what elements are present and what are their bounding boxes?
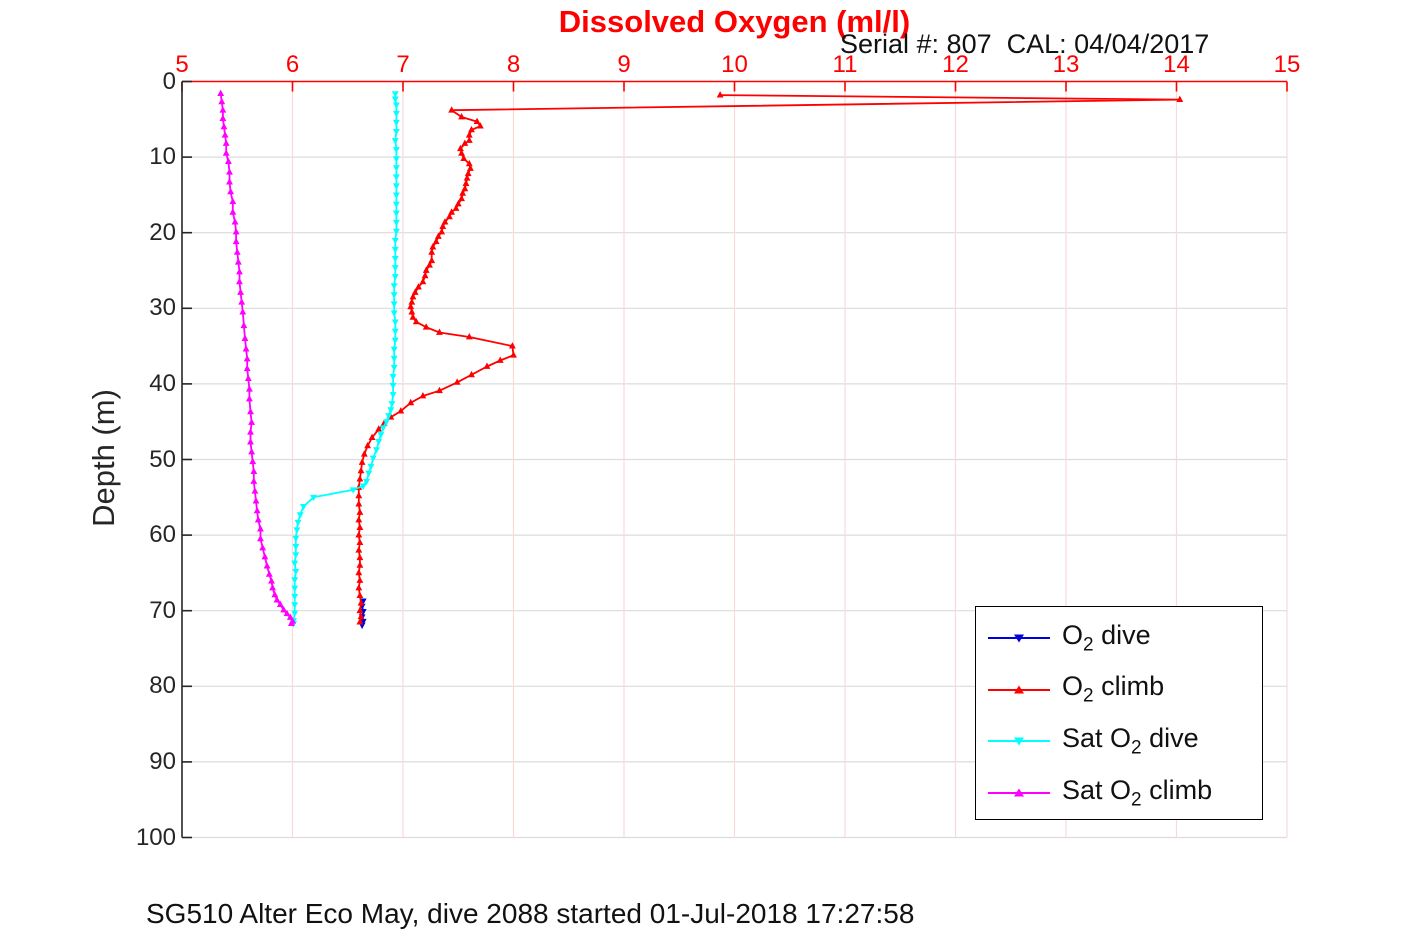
y-tick-label: 50	[149, 445, 176, 473]
legend-item-o2-climb: O2 climb	[984, 664, 1262, 715]
legend-label: Sat O2 dive	[1062, 723, 1199, 759]
y-tick-label: 100	[135, 823, 176, 851]
legend: O2 dive O2 climb Sat O2 dive Sat O2 climb	[975, 606, 1263, 820]
legend-line-sample-o2-climb	[988, 685, 1050, 694]
series-o2-climb	[355, 91, 1184, 625]
x-tick-label: 6	[285, 51, 300, 78]
x-tick-label: 7	[396, 51, 410, 78]
axes	[181, 80, 1288, 839]
x-tick-label: 14	[1163, 51, 1190, 78]
legend-line-sample-sat-o2-dive	[988, 737, 1050, 746]
y-tick-label: 80	[149, 672, 176, 700]
figure-caption: SG510 Alter Eco May, dive 2088 started 0…	[146, 898, 915, 929]
y-tick-label: 0	[162, 67, 176, 95]
legend-item-o2-dive: O2 dive	[984, 612, 1262, 663]
serial-cal-annotation: Serial #: 807 CAL: 04/04/2017	[840, 29, 1210, 59]
y-tick-label: 20	[149, 218, 176, 246]
y-tick-label: 60	[149, 521, 176, 549]
x-tick-label: 13	[1052, 51, 1080, 78]
legend-label: O2 dive	[1062, 619, 1151, 656]
legend-label: Sat O2 climb	[1062, 774, 1213, 811]
x-tick-label: 15	[1273, 51, 1301, 78]
y-tick-label: 40	[149, 369, 176, 397]
x-tick-label: 11	[832, 51, 858, 78]
legend-item-sat-o2-dive: Sat O2 dive	[984, 716, 1262, 767]
legend-line-sample-sat-o2-climb	[988, 788, 1050, 797]
series-sat-o2-climb	[217, 89, 296, 626]
x-tick-label: 10	[721, 51, 748, 78]
x-tick-label: 12	[942, 51, 969, 78]
y-tick-label: 30	[149, 294, 176, 322]
chart-title: Dissolved Oxygen (ml/l)	[558, 4, 911, 39]
gridlines	[182, 81, 1288, 839]
legend-line-sample-o2-dive	[988, 634, 1050, 643]
x-tick-label: 8	[506, 51, 521, 78]
x-tick-label: 5	[175, 51, 189, 78]
y-tick-label: 90	[149, 747, 176, 775]
x-tick-label: 9	[617, 51, 631, 78]
series-sat-o2-dive	[290, 91, 400, 628]
y-tick-label: 10	[149, 143, 176, 171]
legend-label: O2 climb	[1062, 671, 1165, 707]
legend-item-sat-o2-climb: Sat O2 climb	[984, 768, 1262, 819]
y-tick-label: 70	[149, 596, 176, 624]
